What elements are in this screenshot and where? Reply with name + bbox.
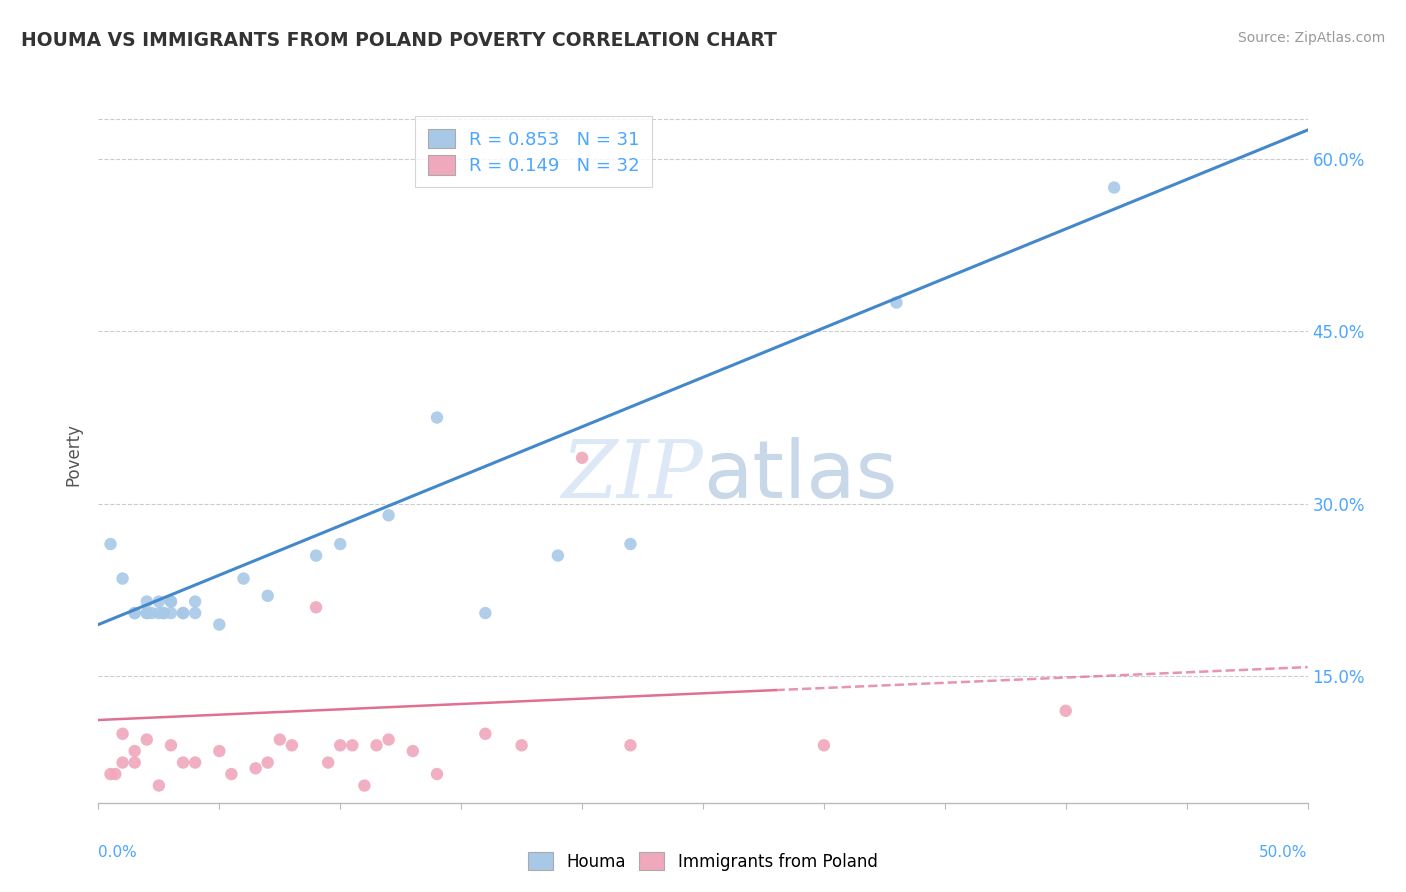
Point — [111, 727, 134, 741]
Y-axis label: Poverty: Poverty — [65, 424, 83, 486]
Text: HOUMA VS IMMIGRANTS FROM POLAND POVERTY CORRELATION CHART: HOUMA VS IMMIGRANTS FROM POLAND POVERTY … — [21, 31, 778, 50]
Legend: R = 0.853   N = 31, R = 0.149   N = 32: R = 0.853 N = 31, R = 0.149 N = 32 — [415, 116, 652, 187]
Point — [184, 594, 207, 608]
Point — [208, 617, 231, 632]
Point — [100, 767, 122, 781]
Text: 50.0%: 50.0% — [1260, 845, 1308, 860]
Point — [329, 537, 352, 551]
Point — [111, 572, 134, 586]
Point — [100, 537, 122, 551]
Point — [245, 761, 267, 775]
Point — [172, 606, 194, 620]
Point — [256, 756, 278, 770]
Point — [172, 756, 194, 770]
Point — [281, 739, 304, 753]
Point — [124, 606, 146, 620]
Point — [172, 606, 194, 620]
Point — [316, 756, 339, 770]
Point — [619, 739, 641, 753]
Point — [256, 589, 278, 603]
Point — [329, 739, 352, 753]
Point — [377, 508, 399, 523]
Point — [184, 606, 207, 620]
Point — [1054, 704, 1077, 718]
Point — [148, 606, 170, 620]
Point — [813, 739, 835, 753]
Point — [184, 756, 207, 770]
Point — [474, 727, 496, 741]
Point — [124, 606, 146, 620]
Point — [135, 606, 157, 620]
Point — [160, 739, 183, 753]
Point — [342, 739, 364, 753]
Point — [135, 606, 157, 620]
Point — [402, 744, 425, 758]
Text: ZIP: ZIP — [561, 437, 703, 515]
Point — [124, 744, 146, 758]
Point — [148, 594, 170, 608]
Point — [232, 572, 254, 586]
Point — [366, 739, 388, 753]
Point — [1102, 180, 1125, 194]
Point — [305, 549, 328, 563]
Text: atlas: atlas — [703, 437, 897, 515]
Point — [510, 739, 533, 753]
Point — [152, 606, 174, 620]
Point — [160, 594, 183, 608]
Text: Source: ZipAtlas.com: Source: ZipAtlas.com — [1237, 31, 1385, 45]
Point — [148, 779, 170, 793]
Point — [135, 594, 157, 608]
Point — [377, 732, 399, 747]
Text: 0.0%: 0.0% — [98, 845, 138, 860]
Point — [160, 594, 183, 608]
Point — [135, 732, 157, 747]
Point — [221, 767, 243, 781]
Point — [124, 756, 146, 770]
Point — [269, 732, 291, 747]
Point — [474, 606, 496, 620]
Point — [111, 756, 134, 770]
Point — [152, 606, 174, 620]
Point — [619, 537, 641, 551]
Point — [547, 549, 569, 563]
Point — [353, 779, 375, 793]
Point — [426, 410, 449, 425]
Point — [208, 744, 231, 758]
Point — [160, 606, 183, 620]
Legend: Houma, Immigrants from Poland: Houma, Immigrants from Poland — [520, 844, 886, 880]
Point — [886, 295, 908, 310]
Point — [305, 600, 328, 615]
Point — [104, 767, 127, 781]
Point — [141, 606, 163, 620]
Point — [571, 450, 593, 465]
Point — [426, 767, 449, 781]
